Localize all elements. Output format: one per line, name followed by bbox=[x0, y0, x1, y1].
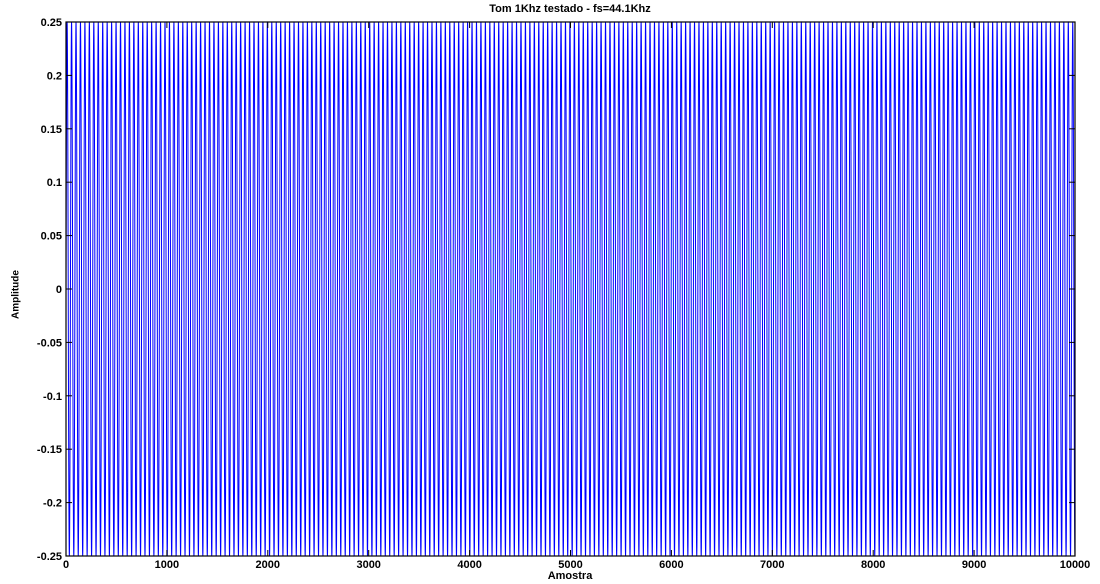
series-layer bbox=[65, 21, 1076, 557]
y-tick-label: -0.05 bbox=[37, 337, 62, 349]
x-tick-label: 6000 bbox=[659, 559, 683, 571]
y-tick-label: 0.05 bbox=[41, 231, 62, 243]
y-tick-label: -0.25 bbox=[37, 551, 62, 563]
y-tick-label: 0.1 bbox=[47, 177, 62, 189]
x-axis-label: Amostra bbox=[547, 570, 593, 582]
x-tick-label: 9000 bbox=[962, 559, 986, 571]
x-tick-label: 4000 bbox=[457, 559, 481, 571]
y-tick-label: 0.2 bbox=[47, 70, 62, 82]
x-tick-label: 8000 bbox=[861, 559, 885, 571]
x-tick-label: 10000 bbox=[1060, 559, 1091, 571]
tick-layer: 0 1000 2000 3000 4000 5000 6000 7000 8000 9000 100… bbox=[37, 17, 1090, 571]
chart-title: Tom 1Khz testado - fs=44.1Khz bbox=[489, 3, 651, 15]
x-tick-label: 2000 bbox=[256, 559, 280, 571]
y-tick-label: -0.1 bbox=[43, 391, 62, 403]
y-tick-label: -0.15 bbox=[37, 444, 62, 456]
y-tick-label: -0.2 bbox=[43, 498, 62, 510]
x-tick-label: 0 bbox=[63, 559, 69, 571]
y-axis-label: Amplitude bbox=[10, 270, 22, 319]
y-tick-label: 0 bbox=[56, 284, 62, 296]
y-tick-label: 0.25 bbox=[41, 17, 62, 29]
x-tick-label: 1000 bbox=[155, 559, 179, 571]
x-tick-label: 7000 bbox=[760, 559, 784, 571]
x-tick-label: 5000 bbox=[558, 559, 582, 571]
y-tick-label: 0.15 bbox=[41, 124, 62, 136]
x-tick-label: 3000 bbox=[356, 559, 380, 571]
series-line-0 bbox=[65, 21, 1076, 557]
